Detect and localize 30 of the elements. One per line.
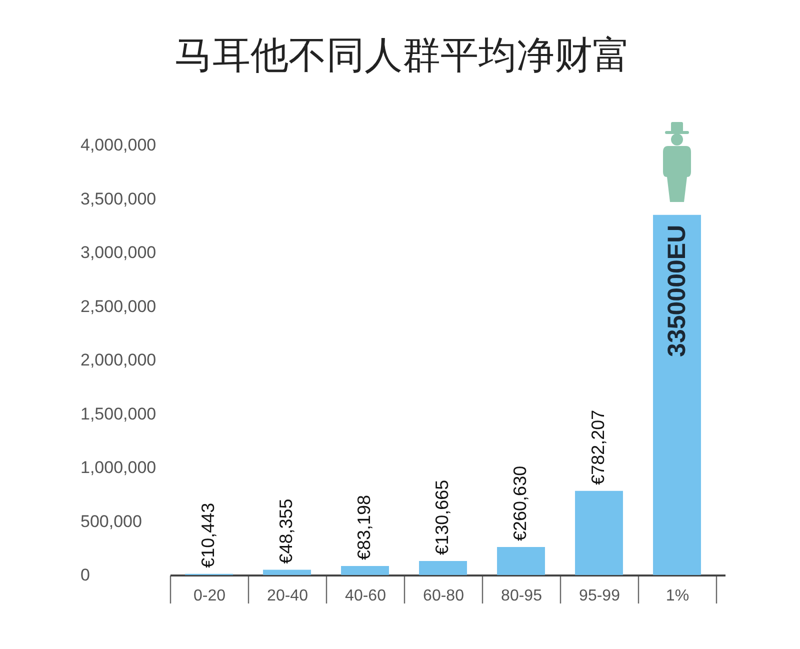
data-label: €782,207: [588, 410, 608, 485]
y-tick-label: 4,000,000: [80, 136, 156, 154]
x-tick-label: 1%: [666, 588, 690, 604]
x-tick-label: 95-99: [579, 588, 620, 604]
y-tick-label: 2,000,000: [80, 350, 156, 370]
data-label: €10,443: [198, 502, 218, 568]
x-tick-label: 60-80: [423, 588, 464, 604]
x-tick-label: 40-60: [345, 588, 386, 604]
y-tick-label: 0: [80, 566, 90, 584]
bar: [263, 570, 311, 575]
data-label: €83,198: [354, 494, 374, 560]
x-tick-label: 80-95: [501, 588, 542, 604]
bar: [419, 560, 467, 575]
x-tick-label: 0-20: [193, 588, 226, 604]
y-tick-label: 3,500,000: [80, 189, 156, 208]
y-tick-label: 2,500,000: [80, 296, 156, 316]
data-label: €260,630: [510, 466, 530, 541]
data-label: 3350000EU: [663, 224, 691, 357]
y-tick-label: 3,000,000: [80, 243, 156, 262]
data-label: €48,355: [276, 498, 296, 564]
bar: [653, 214, 701, 575]
y-tick-label: 500,000: [80, 512, 142, 531]
bar: [497, 546, 545, 575]
bar: [575, 490, 623, 575]
chart-title: 马耳他不同人群平均净财富: [174, 33, 630, 77]
data-label: €130,665: [432, 480, 452, 555]
bar: [341, 566, 389, 575]
y-tick-label: 1,500,000: [80, 404, 156, 424]
x-tick-label: 20-40: [267, 588, 308, 604]
y-tick-label: 1,000,000: [80, 458, 156, 477]
